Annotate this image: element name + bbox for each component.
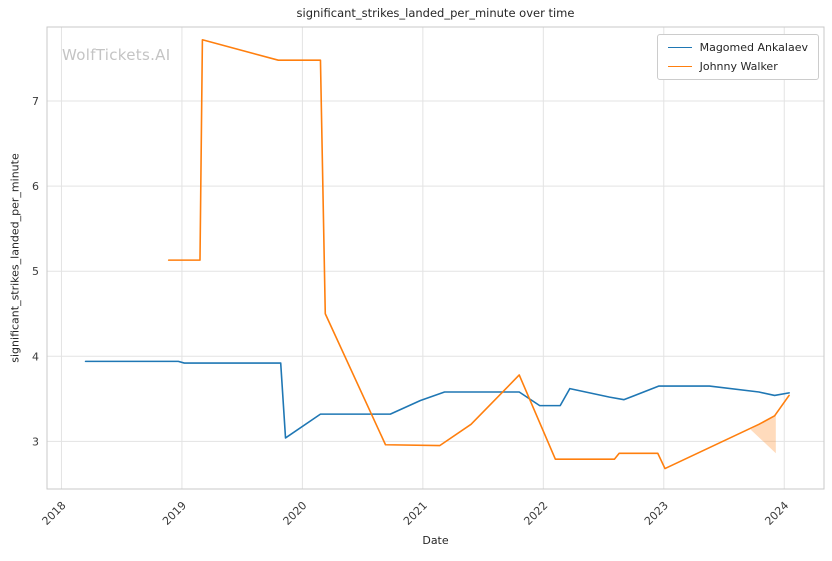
- x-tick-label: 2022: [521, 499, 550, 528]
- x-axis-label: Date: [422, 534, 449, 547]
- y-tick-label: 3: [32, 435, 39, 448]
- shaded-region: [750, 414, 776, 454]
- watermark: WolfTickets.AI: [62, 46, 171, 64]
- legend-item-magomed-ankalaev: Magomed Ankalaev: [667, 41, 808, 54]
- x-tick-label: 2018: [40, 499, 69, 528]
- x-tick-label: 2024: [762, 499, 791, 528]
- series-line-1: [167, 38, 790, 470]
- y-tick-label: 7: [32, 95, 39, 108]
- x-tick-label: 2019: [160, 499, 189, 528]
- chart-title: significant_strikes_landed_per_minute ov…: [296, 6, 575, 20]
- x-tick-label: 2021: [401, 499, 430, 528]
- x-tick-label: 2020: [281, 499, 310, 528]
- legend-label: Johnny Walker: [699, 60, 778, 73]
- y-axis-label: significant_strikes_landed_per_minute: [8, 153, 22, 363]
- legend-line-swatch-orange: [667, 66, 692, 67]
- legend-label: Magomed Ankalaev: [699, 41, 808, 54]
- legend-item-johnny-walker: Johnny Walker: [667, 60, 808, 73]
- y-tick-label: 5: [32, 265, 39, 278]
- legend-line-swatch-blue: [667, 47, 692, 48]
- y-tick-label: 6: [32, 180, 39, 193]
- plot-border: [46, 26, 825, 490]
- x-tick-label: 2023: [642, 499, 671, 528]
- legend: Magomed Ankalaev Johnny Walker: [656, 34, 819, 80]
- y-tick-label: 4: [32, 350, 39, 363]
- series-line-0: [84, 360, 790, 439]
